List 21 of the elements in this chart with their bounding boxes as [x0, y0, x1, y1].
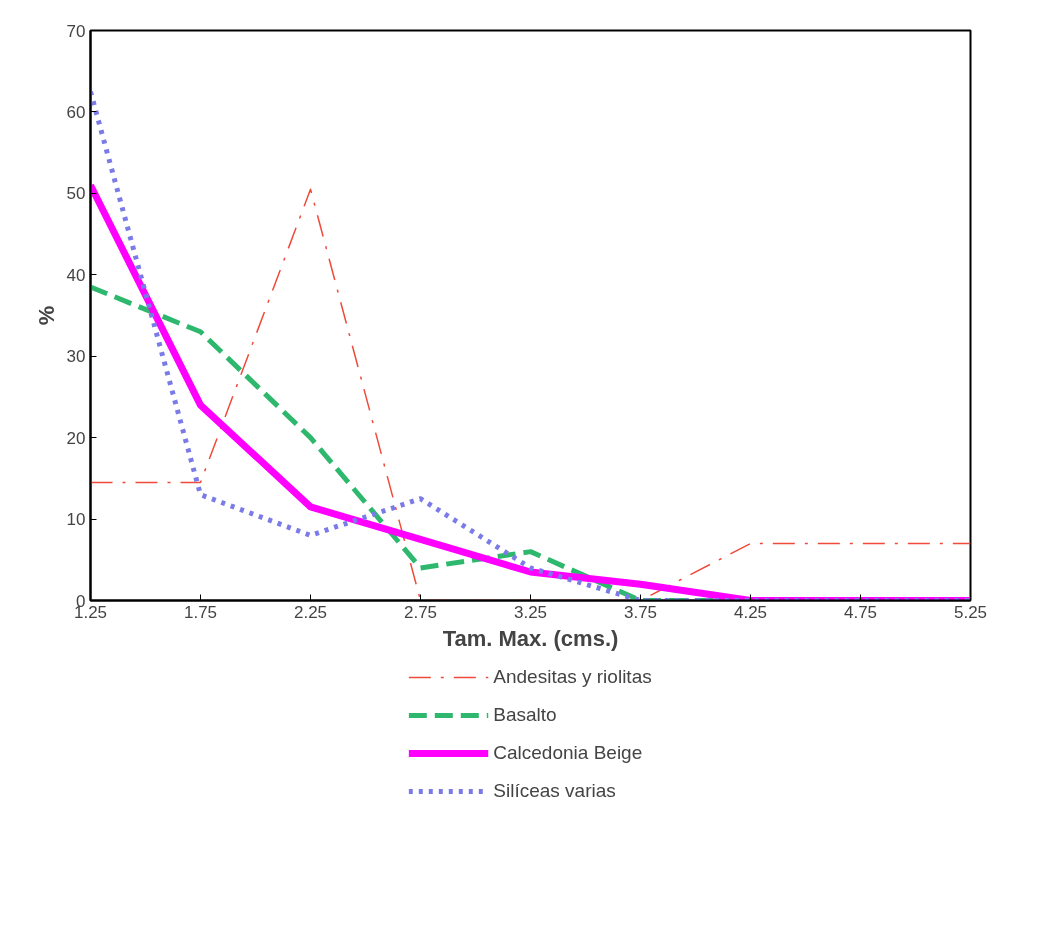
- y-tick-label: 50: [66, 184, 86, 204]
- legend-label: Basalto: [493, 704, 557, 726]
- x-tick-label: 2.25: [293, 602, 328, 622]
- x-tick-label: 4.75: [843, 602, 878, 622]
- y-tick-label: 30: [66, 347, 86, 367]
- x-tick-label: 2.75: [403, 602, 438, 622]
- y-tick-label: 10: [66, 510, 86, 530]
- x-tick-label: 3.25: [513, 602, 548, 622]
- x-tick-label: 4.25: [733, 602, 768, 622]
- x-axis-title: Tam. Max. (cms.): [442, 625, 619, 651]
- y-tick-label: 40: [66, 265, 86, 285]
- x-tick-label: 5.25: [953, 602, 988, 622]
- y-tick-label: 60: [66, 102, 86, 122]
- y-tick-label: 20: [66, 428, 86, 448]
- y-tick-label: 70: [66, 21, 86, 41]
- legend-label: Silíceas varias: [493, 780, 616, 802]
- x-tick-label: 1.75: [183, 602, 218, 622]
- legend-label: Andesitas y riolitas: [493, 666, 652, 688]
- x-tick-label: 3.75: [623, 602, 658, 622]
- legend-label: Calcedonia Beige: [493, 742, 643, 764]
- y-axis-title: %: [33, 305, 59, 326]
